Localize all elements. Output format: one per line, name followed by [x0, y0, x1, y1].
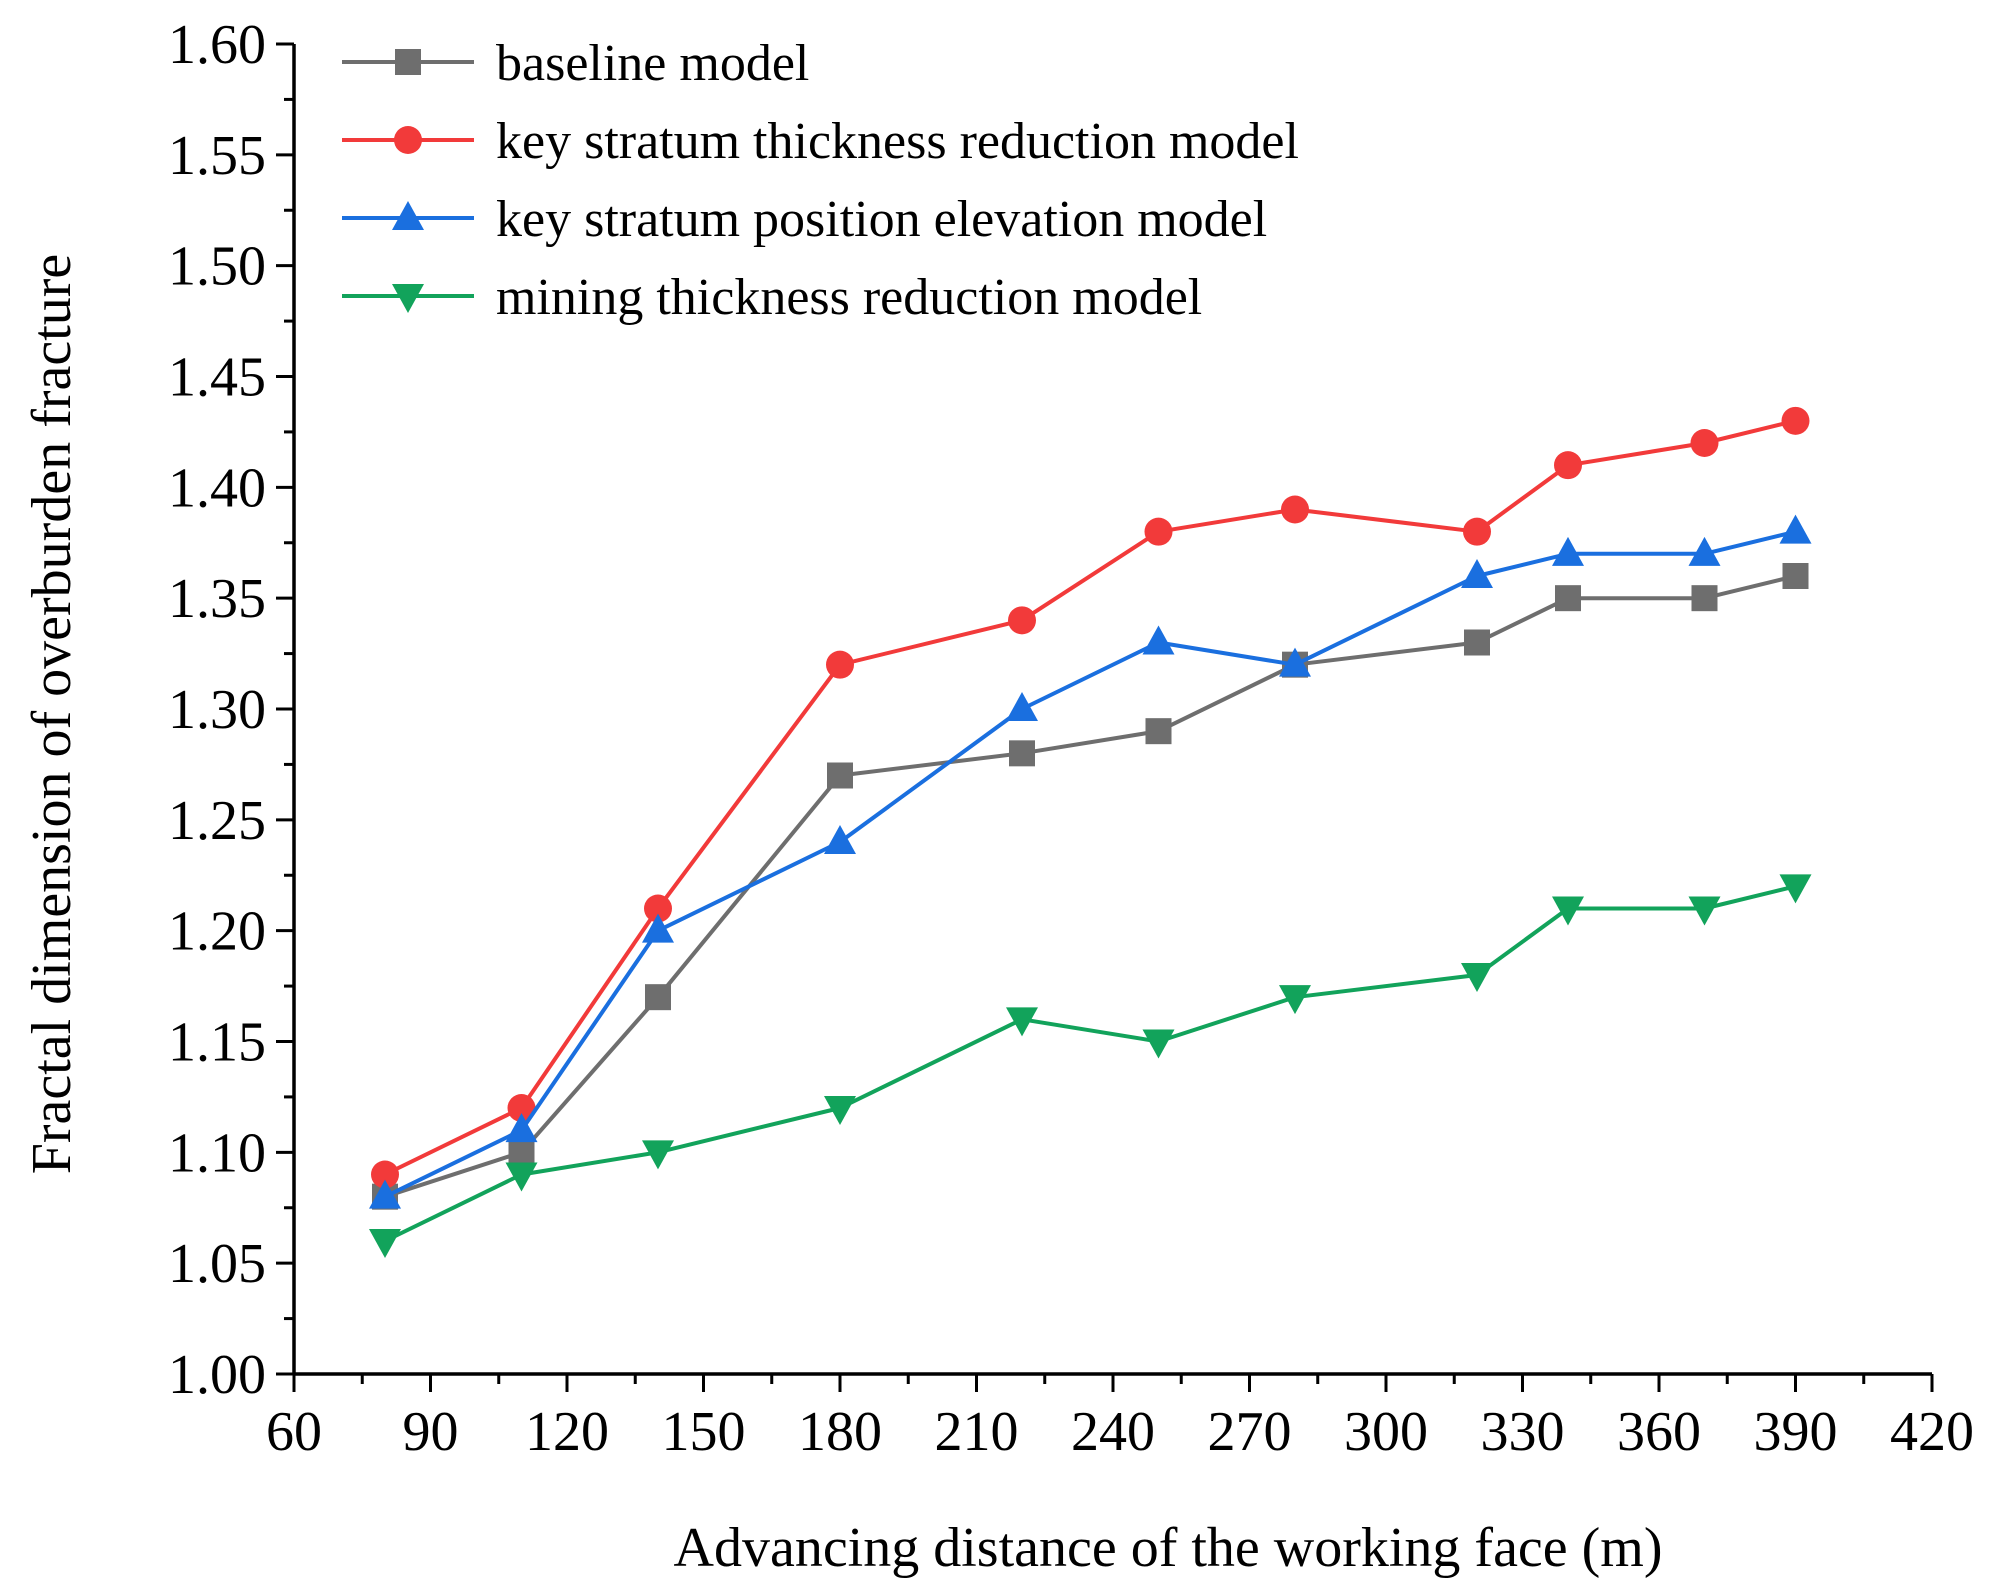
legend-item-3: key stratum position elevation model	[342, 191, 1267, 248]
legend: baseline model key stratum thickness redu…	[342, 35, 1299, 326]
y-tick-label: 1.00	[168, 1344, 266, 1406]
legend-label: key stratum thickness reduction model	[496, 113, 1299, 170]
data-point	[827, 762, 853, 789]
data-point	[644, 894, 672, 923]
data-point	[824, 825, 856, 854]
data-point	[1279, 985, 1311, 1015]
data-point	[1461, 559, 1493, 588]
x-tick-label: 60	[266, 1401, 322, 1463]
legend-marker	[392, 201, 424, 230]
x-axis-title: Advancing distance of the working face (…	[674, 1517, 1663, 1579]
x-tick-label: 120	[525, 1401, 609, 1463]
y-tick-label: 1.10	[168, 1122, 266, 1184]
legend-marker	[395, 49, 421, 75]
data-point	[1781, 406, 1810, 435]
data-point	[369, 1179, 401, 1209]
data-point	[1552, 896, 1584, 926]
data-point	[1779, 874, 1812, 904]
data-point	[1463, 517, 1491, 546]
legend-item-2: key stratum thickness reduction model	[342, 113, 1299, 170]
data-point	[505, 1162, 538, 1192]
data-point	[1009, 740, 1035, 767]
data-point	[1688, 536, 1721, 566]
y-tick-label: 1.05	[168, 1233, 266, 1295]
data-point	[1006, 1007, 1038, 1037]
data-point	[1779, 514, 1812, 544]
x-tick-label: 150	[662, 1401, 746, 1463]
legend-item-1: baseline model	[342, 35, 809, 92]
data-point	[1281, 495, 1309, 524]
x-tick-label: 270	[1208, 1401, 1292, 1463]
data-point	[371, 1160, 399, 1189]
data-point	[1555, 585, 1581, 612]
x-tick-label: 360	[1617, 1401, 1701, 1463]
data-point	[369, 1229, 401, 1258]
data-point	[505, 1113, 538, 1143]
axes-layer: 1.00 1.05 1.10 1.15 1.20 1.25 1.30 1.35 1.40 1.45…	[168, 14, 1974, 1463]
legend-marker	[392, 284, 424, 313]
y-tick-label: 1.15	[168, 1012, 266, 1074]
x-tick-label: 240	[1071, 1401, 1155, 1463]
y-tick-label: 1.25	[168, 790, 266, 852]
data-point	[1279, 647, 1311, 677]
series-3	[369, 514, 1812, 1209]
y-tick-label: 1.35	[168, 568, 266, 630]
data-point	[1690, 429, 1719, 457]
y-tick-label: 1.60	[168, 14, 266, 76]
data-point	[1464, 629, 1490, 656]
x-tick-label: 330	[1481, 1401, 1565, 1463]
data-point	[642, 913, 674, 943]
y-tick-label: 1.30	[168, 679, 266, 741]
data-point	[1782, 563, 1809, 589]
x-tick-label: 300	[1344, 1401, 1428, 1463]
data-point	[642, 1140, 674, 1170]
legend-label: baseline model	[496, 35, 809, 92]
data-point	[1142, 625, 1175, 655]
x-tick-label: 420	[1890, 1401, 1974, 1463]
x-tick-label: 90	[403, 1401, 459, 1463]
series-2	[371, 406, 1810, 1189]
y-tick-label: 1.20	[168, 901, 266, 963]
data-point	[1144, 517, 1173, 546]
data-point	[1142, 1029, 1175, 1059]
x-tick-label: 210	[935, 1401, 1019, 1463]
x-tick-label: 180	[798, 1401, 882, 1463]
series-layer	[369, 406, 1812, 1258]
data-point	[824, 1096, 856, 1125]
data-point	[1145, 718, 1172, 745]
y-tick-label: 1.45	[168, 347, 266, 409]
data-point	[1691, 585, 1718, 612]
data-point	[1688, 896, 1721, 926]
legend-marker	[394, 126, 422, 154]
y-axis-title: Fractal dimension of overburden fracture	[21, 254, 83, 1175]
data-point	[645, 984, 671, 1011]
y-tick-label: 1.40	[168, 457, 266, 519]
legend-label: mining thickness reduction model	[496, 269, 1202, 326]
legend-item-4: mining thickness reduction model	[342, 269, 1202, 326]
legend-label: key stratum position elevation model	[496, 191, 1267, 248]
data-point	[1461, 963, 1493, 992]
series-4	[369, 874, 1812, 1258]
data-point	[507, 1094, 536, 1122]
y-tick-label: 1.50	[168, 236, 266, 298]
data-point	[1554, 451, 1582, 480]
data-point	[826, 650, 854, 679]
data-point	[1008, 606, 1036, 635]
data-point	[508, 1139, 535, 1166]
data-point	[1006, 692, 1038, 721]
data-point	[1552, 536, 1584, 566]
y-tick-label: 1.55	[168, 125, 266, 187]
x-tick-label: 390	[1754, 1401, 1838, 1463]
